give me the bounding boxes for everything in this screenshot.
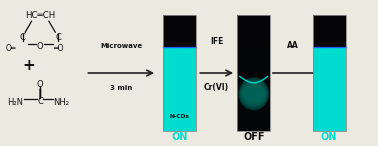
Text: ON: ON <box>171 132 188 142</box>
Text: ═O: ═O <box>53 44 63 53</box>
Text: O═: O═ <box>5 44 16 53</box>
Text: 3 min: 3 min <box>110 85 132 91</box>
Bar <box>313 15 345 47</box>
Bar <box>163 15 196 47</box>
Ellipse shape <box>241 81 267 107</box>
Text: +: + <box>23 58 35 73</box>
Bar <box>163 15 196 131</box>
Ellipse shape <box>244 86 263 102</box>
Text: H₂N: H₂N <box>8 98 23 107</box>
Text: OFF: OFF <box>243 132 265 142</box>
Text: O: O <box>37 80 43 88</box>
Ellipse shape <box>240 79 268 109</box>
Text: N-CDs: N-CDs <box>170 114 189 119</box>
Bar <box>237 15 270 131</box>
Ellipse shape <box>243 84 265 104</box>
Ellipse shape <box>239 78 269 110</box>
Text: Microwave: Microwave <box>100 43 143 49</box>
Bar <box>313 15 345 131</box>
Text: IFE: IFE <box>210 37 223 46</box>
Text: C: C <box>55 33 61 42</box>
Ellipse shape <box>240 80 267 108</box>
Text: Cr(VI): Cr(VI) <box>204 83 229 92</box>
Ellipse shape <box>242 83 265 105</box>
Ellipse shape <box>242 82 266 106</box>
Text: NH₂: NH₂ <box>53 98 70 107</box>
Ellipse shape <box>243 85 264 103</box>
Bar <box>313 47 345 131</box>
Text: ON: ON <box>321 132 337 142</box>
Bar <box>163 47 196 131</box>
Text: C: C <box>20 33 25 42</box>
Text: O: O <box>37 42 43 51</box>
Text: HC═CH: HC═CH <box>25 11 55 20</box>
Bar <box>237 15 270 131</box>
Text: ║: ║ <box>38 88 43 98</box>
Text: C: C <box>37 97 43 106</box>
Bar <box>237 15 270 47</box>
Text: AA: AA <box>287 41 299 50</box>
